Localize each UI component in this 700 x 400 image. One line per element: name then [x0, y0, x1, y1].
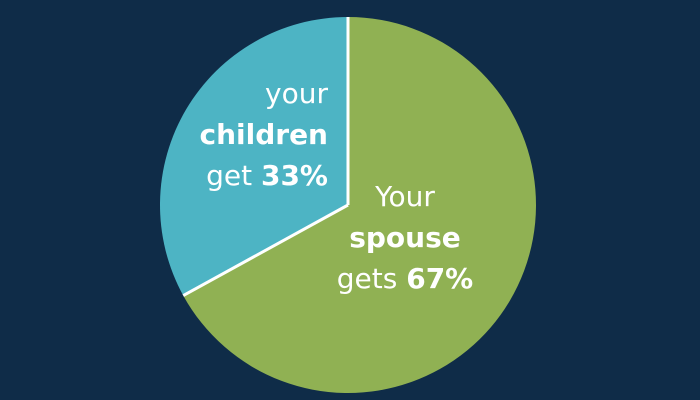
label-verb: gets [337, 262, 398, 295]
value-line: get 33% [206, 159, 328, 192]
value-line: gets 67% [337, 262, 474, 295]
label-verb: get [206, 159, 252, 192]
pie-slice [183, 17, 537, 394]
value-label: 67% [406, 262, 473, 295]
pie-slice [159, 17, 348, 296]
category-label: spouse [349, 221, 461, 254]
value-label: 33% [261, 159, 328, 192]
label-prefix: Your [374, 180, 435, 213]
slice-separator [182, 203, 349, 297]
label-prefix: your [265, 77, 328, 110]
category-label: children [199, 118, 328, 151]
